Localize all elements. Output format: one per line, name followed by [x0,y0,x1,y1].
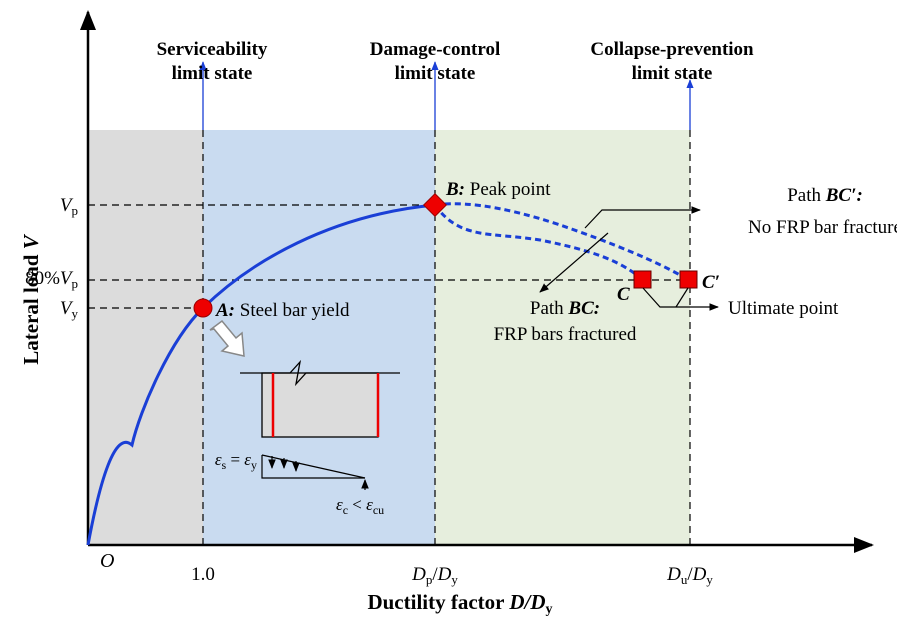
text-part: cu [373,503,384,517]
limit-subtitle: limit state [632,63,713,84]
section-sketch [240,359,400,490]
text-part: p [426,572,433,587]
path-bc-prime-label: Path BC′: [787,185,863,206]
point-b-label: B: Peak point [445,179,551,200]
point-b [422,192,448,218]
text-part: Steel bar yield [235,300,350,321]
text-part: y [451,572,458,587]
region-collapse-prevention [435,130,690,545]
point-c-prime [679,270,698,289]
limit-labels: Serviceability limit state Damage-contro… [157,39,754,84]
x-tick-label: Dp/Dy [411,564,458,587]
path-bc [433,204,644,282]
point-a [193,298,213,318]
text-part: Path [530,298,569,319]
origin: O [100,550,114,572]
text-part: ε [215,450,222,469]
text-part: ε [336,495,343,514]
limit-lines [199,61,694,545]
text-part: V [19,233,43,249]
text-part: y [546,602,553,617]
limit-title: Collapse-prevention [590,39,754,60]
hollow-arrow [209,319,245,357]
concrete-strain: εc < εcu [336,495,384,517]
text-part: D [411,564,426,585]
text-part: p [72,203,79,218]
text-part: y [72,306,79,321]
text-part: < [348,495,366,514]
y-axis-label: Lateral load V [19,233,43,365]
text-part: Peak point [465,179,551,200]
text-part: y [706,572,713,587]
path-bc-text: FRP bars fractured [494,324,637,345]
text-part: u [681,572,688,587]
text-part: ε [366,495,373,514]
text-part: = [226,450,244,469]
limit-title: Damage-control [370,39,501,60]
point-c-prime-label: C′ [702,272,720,293]
path-bc-prime-text: No FRP bar fracture [748,217,897,238]
text-part: c [343,503,348,517]
x-tick-label: 1.0 [191,564,215,585]
point-c [633,270,652,289]
y-tick-label: 80%Vp [25,268,78,291]
steel-strain: εs = εy [215,450,257,472]
text-part: V [60,195,74,216]
y-tick-label: Vp [60,195,78,218]
point-c-label: C [617,284,630,305]
text-part: p [72,276,79,291]
text-part: Ductility factor [367,590,509,614]
text-part: Lateral load [19,249,43,365]
load-curve [86,203,436,546]
point-a-label: A: Steel bar yield [215,300,350,321]
text-part: ε [244,450,251,469]
text-part: y [251,458,257,472]
path-bc-label: Path BC: [530,298,600,319]
text-part: / [432,564,438,585]
text-part: Path [787,185,826,206]
ultimate-label: Ultimate point [728,298,839,319]
text-part: 80% [25,268,60,289]
text-part: BC: [567,298,600,319]
text-part: D [666,564,681,585]
text-part: D [437,564,452,585]
x-tick-label: Du/Dy [666,564,713,587]
path-bc-prime [434,202,689,282]
text-part: V [60,268,74,289]
y-tick-label: Vy [60,298,79,321]
region-serviceability [88,130,203,545]
text-part: s [222,458,227,472]
text-part: BC′: [825,185,863,206]
text-part: V [60,298,74,319]
text-part: D [692,564,707,585]
text-part: A: [215,300,235,321]
text-part: / [687,564,693,585]
text-part: D/D [508,590,545,614]
limit-title: Serviceability [157,39,268,60]
limit-subtitle: limit state [172,63,253,84]
text-part: B: [445,179,465,200]
annotation-arrows [539,206,719,311]
limit-subtitle: limit state [395,63,476,84]
x-axis-label: Ductility factor D/Dy [367,590,552,617]
labels: O 1.0 Dp/Dy Du/Dy Vp 80%Vp Vy Ductility … [19,179,897,617]
